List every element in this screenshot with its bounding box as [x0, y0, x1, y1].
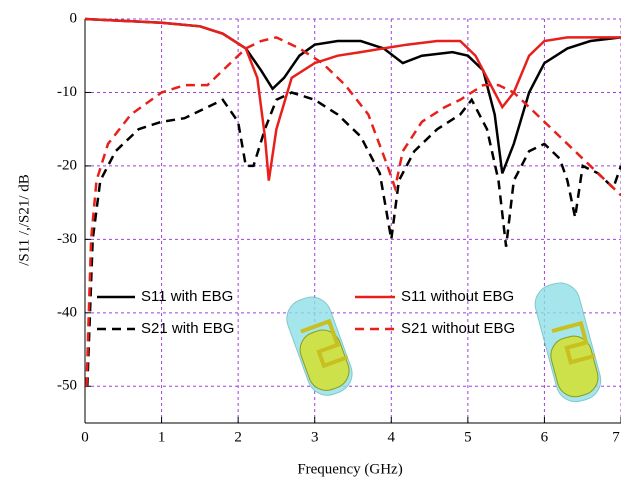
series-line: [86, 91, 621, 387]
x-tick-label: 6: [541, 429, 549, 445]
series-line: [84, 17, 621, 174]
y-tick-label: -10: [57, 84, 77, 100]
legend-label: S11 with EBG: [141, 288, 233, 305]
y-tick-label: -20: [57, 157, 77, 173]
substrate: [550, 335, 599, 398]
x-axis-label: Frequency (GHz): [297, 461, 402, 477]
x-tick-label: 7: [612, 429, 620, 445]
x-tick-label: 2: [234, 429, 242, 445]
y-axis-label: /S11 /,/S21/ dB: [16, 174, 32, 266]
antenna-insets: [286, 282, 602, 403]
plot: [84, 18, 621, 423]
legend-label: S21 without EBG: [401, 320, 515, 337]
legend-label: S11 without EBG: [401, 288, 514, 305]
y-tick-label: 0: [70, 10, 78, 26]
pattern: [300, 318, 349, 369]
antenna-with-ebg: [286, 296, 353, 396]
series-line: [84, 17, 621, 181]
x-tick-label: 5: [464, 429, 472, 445]
y-tick-label: -40: [57, 304, 77, 320]
pattern: [551, 320, 596, 365]
x-tick-label: 4: [388, 429, 396, 445]
x-tick-label: 3: [311, 429, 319, 445]
y-tick-label: -30: [57, 231, 77, 247]
legend-label: S21 with EBG: [141, 320, 234, 337]
x-tick-label: 1: [158, 429, 166, 445]
y-tick-label: -50: [57, 378, 77, 394]
x-tick-label: 0: [81, 429, 89, 445]
antenna-without-ebg: [534, 282, 602, 403]
series-line: [85, 36, 621, 387]
